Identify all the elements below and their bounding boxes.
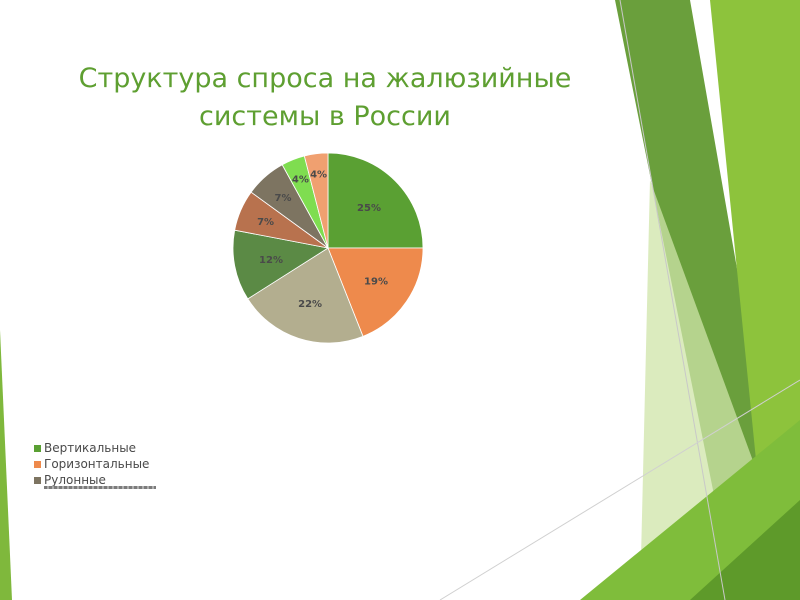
legend-overflow-strike (44, 486, 156, 489)
slide-title: Структура спроса на жалюзийные системы в… (40, 60, 610, 136)
pie-slice-0 (327, 152, 424, 249)
bottom-thin-line (439, 379, 800, 600)
pie-slice-3 (232, 229, 330, 300)
pie-label-1: 19% (364, 277, 388, 288)
pie-label-5: 7% (275, 193, 292, 204)
pie-label-3: 12% (259, 255, 283, 266)
legend-item-roller: Рулонные (34, 472, 149, 488)
legend-swatch-horizontal (34, 460, 41, 468)
legend-label-horizontal: Горизонтальные (44, 457, 150, 471)
slide-title-line-2: системы в России (199, 101, 451, 132)
pie-label-2: 22% (298, 299, 322, 310)
legend-label-roller: Рулонные (44, 473, 106, 487)
legend-item-horizontal: Горизонтальные (34, 456, 149, 472)
legend-swatch-vertical (34, 444, 41, 452)
chart-legend: Вертикальные Горизонтальные Рулонные (34, 440, 156, 489)
legend-label-vertical: Вертикальные (44, 441, 137, 455)
pie-slice-7 (303, 152, 329, 249)
right-thin-line (619, 0, 726, 600)
pie-slices (232, 152, 424, 344)
pie-label-6: 4% (292, 174, 309, 185)
pie-slice-2 (247, 247, 364, 344)
slide-title-line-1: Структура спроса на жалюзийные (78, 63, 572, 94)
pie-data-labels: 25%19%22%12%7%7%4% 4% (257, 170, 388, 311)
right-dark-green-stripe (615, 0, 800, 600)
pie-slice-1 (327, 247, 424, 337)
pie-label-4: 7% (257, 217, 274, 228)
left-green-stripe (0, 330, 12, 600)
legend-swatch-roller (34, 476, 41, 484)
legend-item-vertical: Вертикальные (34, 440, 149, 456)
bottom-right-dark-triangle (690, 500, 800, 600)
pie-label-7: 4% (310, 170, 327, 181)
pie-label-0: 25% (357, 203, 381, 214)
